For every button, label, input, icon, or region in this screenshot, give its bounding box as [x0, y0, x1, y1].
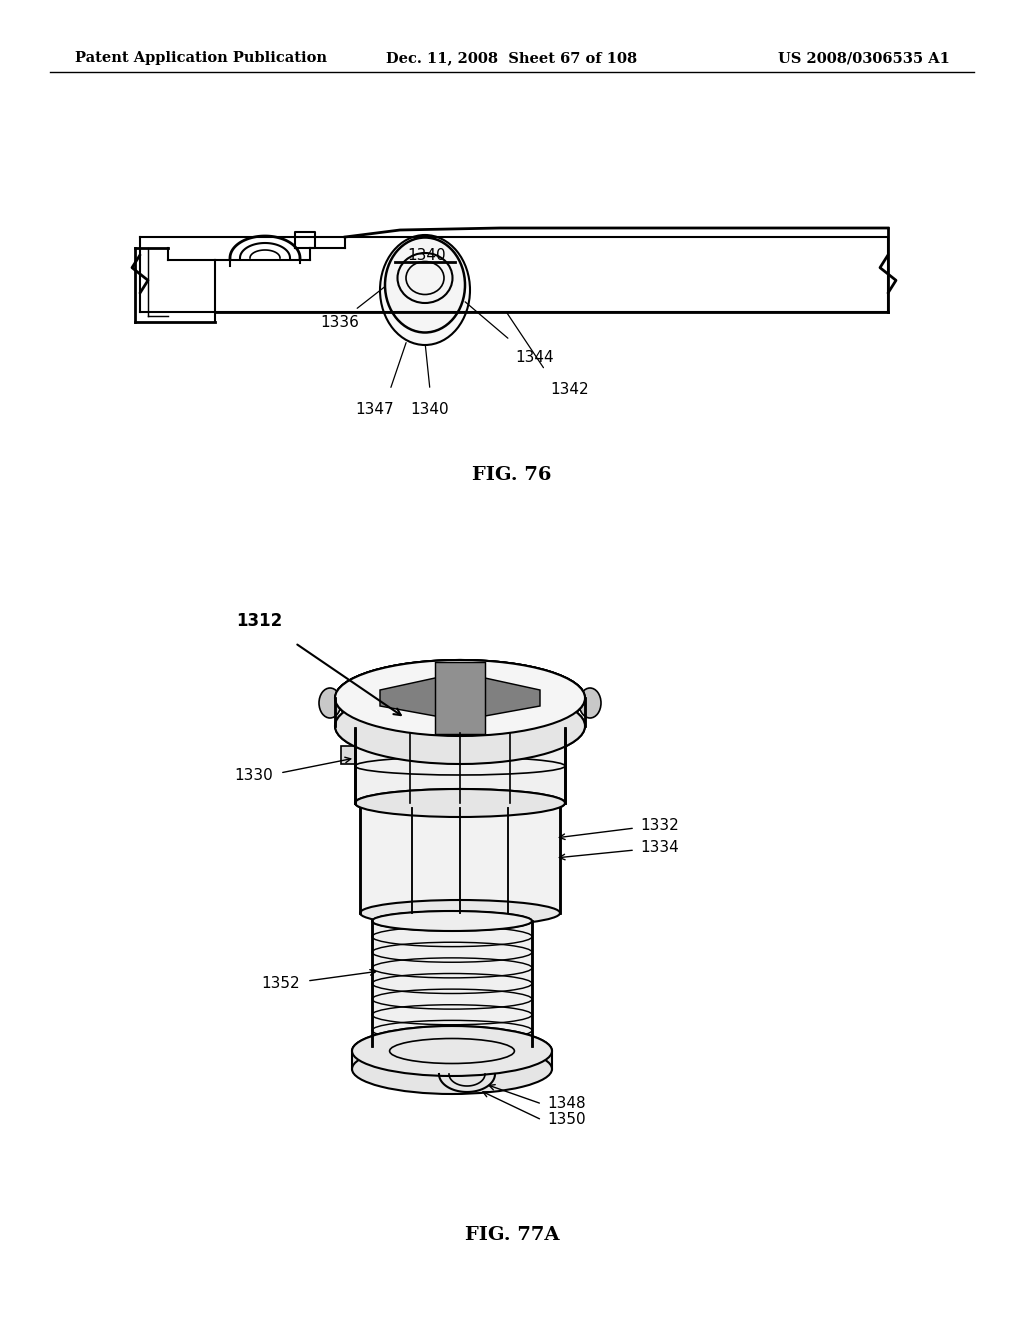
Ellipse shape: [319, 688, 341, 718]
Polygon shape: [352, 1051, 552, 1069]
Text: FIG. 77A: FIG. 77A: [465, 1226, 559, 1243]
Ellipse shape: [352, 1026, 552, 1076]
Ellipse shape: [385, 238, 465, 333]
Ellipse shape: [352, 1044, 552, 1094]
Text: FIG. 76: FIG. 76: [472, 466, 552, 484]
Polygon shape: [435, 663, 485, 734]
Polygon shape: [360, 808, 560, 913]
Text: 1344: 1344: [515, 350, 554, 366]
Polygon shape: [435, 663, 485, 734]
Polygon shape: [380, 678, 540, 715]
Text: 1334: 1334: [640, 841, 679, 855]
Ellipse shape: [372, 911, 532, 931]
Polygon shape: [380, 678, 540, 715]
Text: 1340: 1340: [408, 248, 446, 263]
Ellipse shape: [335, 688, 585, 764]
Text: 1330: 1330: [234, 768, 273, 784]
Ellipse shape: [355, 711, 565, 744]
Text: 1336: 1336: [321, 315, 359, 330]
Text: Dec. 11, 2008  Sheet 67 of 108: Dec. 11, 2008 Sheet 67 of 108: [386, 51, 638, 65]
Text: US 2008/0306535 A1: US 2008/0306535 A1: [778, 51, 950, 65]
Text: 1347: 1347: [355, 403, 394, 417]
Polygon shape: [341, 746, 355, 764]
Polygon shape: [372, 921, 532, 1045]
Ellipse shape: [380, 235, 470, 345]
Text: 1348: 1348: [547, 1097, 586, 1111]
Text: 1312: 1312: [236, 612, 282, 630]
Ellipse shape: [355, 789, 565, 817]
Text: Patent Application Publication: Patent Application Publication: [75, 51, 327, 65]
Text: 1340: 1340: [411, 403, 450, 417]
Polygon shape: [355, 729, 565, 803]
Polygon shape: [380, 678, 540, 715]
Ellipse shape: [335, 660, 585, 737]
Ellipse shape: [335, 688, 585, 764]
Ellipse shape: [335, 660, 585, 737]
Ellipse shape: [360, 900, 560, 927]
Text: 1332: 1332: [640, 818, 679, 833]
Ellipse shape: [579, 688, 601, 718]
Ellipse shape: [335, 660, 585, 737]
Polygon shape: [435, 663, 485, 734]
Ellipse shape: [335, 660, 585, 737]
Text: 1350: 1350: [547, 1113, 586, 1127]
Ellipse shape: [355, 789, 565, 817]
Ellipse shape: [352, 1026, 552, 1076]
Text: 1342: 1342: [550, 381, 589, 397]
Text: 1352: 1352: [261, 975, 300, 990]
